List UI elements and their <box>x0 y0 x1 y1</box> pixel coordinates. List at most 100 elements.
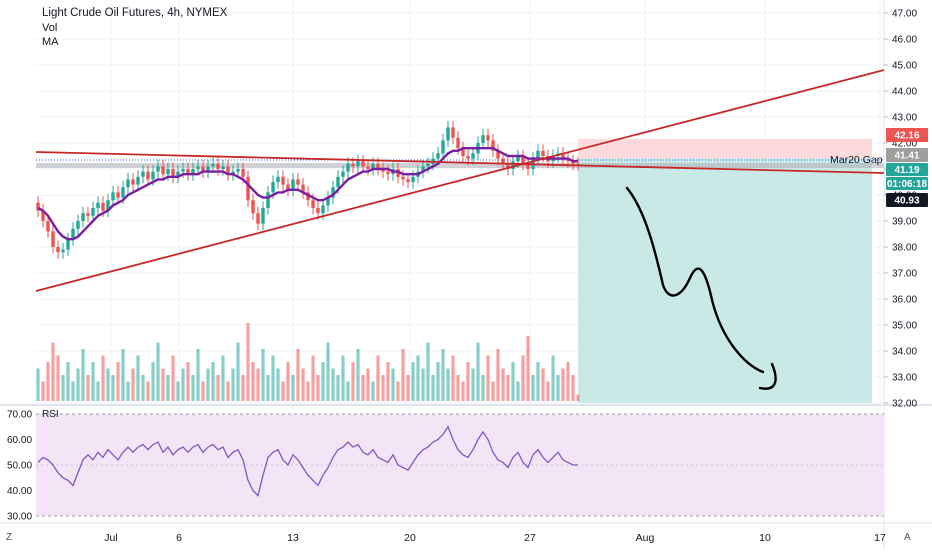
volume-bar <box>211 362 215 401</box>
volume-bar <box>256 368 260 401</box>
volume-bar <box>181 368 185 401</box>
volume-bar <box>431 375 435 401</box>
price-tick-label: 33.00 <box>892 373 917 384</box>
volume-bar <box>286 362 290 401</box>
candle-body <box>236 169 240 172</box>
candle-body <box>571 161 575 164</box>
candle-body <box>511 161 515 169</box>
volume-bar <box>416 355 420 401</box>
price-tick-label: 35.00 <box>892 321 917 332</box>
candle-body <box>356 161 360 167</box>
volume-bar <box>76 368 80 401</box>
volume-bar <box>536 362 540 401</box>
price-axis[interactable]: 47.0046.0045.0044.0043.0042.0041.0040.00… <box>884 9 917 410</box>
candle-body <box>286 184 290 190</box>
volume-bar <box>281 381 285 401</box>
candle-body <box>181 169 185 172</box>
volume-bar <box>406 375 410 401</box>
candle-body <box>51 231 55 247</box>
volume-bar <box>421 368 425 401</box>
time-tick-label: 20 <box>404 532 416 544</box>
volume-bar <box>341 355 345 401</box>
volume-bar <box>521 355 525 401</box>
zoom-icon[interactable]: Z <box>6 532 13 543</box>
moving-average-line <box>37 147 578 241</box>
candle-body <box>216 163 220 169</box>
candle-body <box>206 166 210 172</box>
volume-bar <box>216 375 220 401</box>
rsi-legend: RSI <box>42 409 59 420</box>
candle-body <box>436 153 440 159</box>
volume-bar <box>261 349 265 401</box>
volume-bar <box>41 381 45 401</box>
candle-body <box>166 169 170 175</box>
price-tick-label: 38.00 <box>892 243 917 254</box>
volume-bar <box>381 375 385 401</box>
candle-body <box>121 187 125 198</box>
candle-body <box>91 208 95 216</box>
volume-bar <box>331 368 335 401</box>
volume-bar <box>126 381 130 401</box>
candle-body <box>141 171 145 177</box>
volume-bar <box>336 375 340 401</box>
candle-body <box>496 150 500 159</box>
candle-body <box>291 179 295 190</box>
candle-body <box>241 169 245 177</box>
volume-bar <box>456 375 460 401</box>
candle-body <box>271 182 275 193</box>
volume-bar <box>61 375 65 401</box>
volume-bar <box>86 375 90 401</box>
volume-bar <box>386 362 390 401</box>
volume-bar <box>516 381 520 401</box>
volume-bar <box>531 375 535 401</box>
volume-bar <box>101 355 105 401</box>
volume-bar <box>501 368 505 401</box>
candle-body <box>576 163 580 165</box>
candle-body <box>161 166 165 175</box>
candle-body <box>96 202 100 208</box>
candle-body <box>336 176 340 188</box>
volume-bar <box>346 381 350 401</box>
volume-bar <box>81 349 85 401</box>
volume-bar <box>571 375 575 401</box>
candle-body <box>251 200 255 214</box>
candle-body <box>451 127 455 138</box>
volume-bar <box>151 362 155 401</box>
auto-scale-icon[interactable]: A <box>904 532 911 543</box>
candle-body <box>466 156 470 159</box>
price-tick-label: 45.00 <box>892 61 917 72</box>
volume-bar <box>566 362 570 401</box>
volume-bar <box>496 349 500 401</box>
candle-body <box>471 153 475 159</box>
candle-body <box>351 163 355 167</box>
time-tick-label: 13 <box>287 532 299 544</box>
volume-bar <box>366 368 370 401</box>
target-zone <box>578 158 872 403</box>
volume-bar <box>316 375 320 401</box>
volume-bar <box>311 355 315 401</box>
candle-body <box>81 213 85 221</box>
candle-body <box>296 179 300 185</box>
countdown-badge-bg <box>886 177 928 190</box>
volume-bar <box>156 342 160 401</box>
volume-bar <box>236 342 240 401</box>
volume-bar <box>266 375 270 401</box>
price-tick-label: 43.00 <box>892 113 917 124</box>
volume-bar <box>446 368 450 401</box>
candle-body <box>226 166 230 175</box>
price-tick-label: 36.00 <box>892 295 917 306</box>
time-tick-label: Jul <box>104 532 117 544</box>
volume-bar <box>506 375 510 401</box>
candle-body <box>126 179 130 188</box>
time-tick-label: 27 <box>524 532 536 544</box>
candle-body <box>411 176 415 182</box>
candle-body <box>491 140 495 151</box>
candle-body <box>331 187 335 198</box>
candle-body <box>321 205 325 214</box>
candle-body <box>41 210 45 221</box>
time-axis[interactable]: Jul 6 13 20 27 Aug 10 17 <box>104 532 886 544</box>
volume-bar <box>136 355 140 401</box>
candle-body <box>516 156 520 162</box>
candle-body <box>456 137 460 149</box>
